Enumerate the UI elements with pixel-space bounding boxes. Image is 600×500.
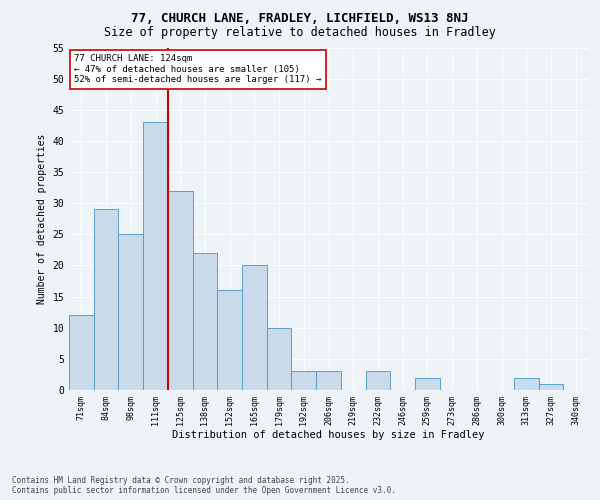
Bar	[168, 190, 193, 390]
Text: Size of property relative to detached houses in Fradley: Size of property relative to detached ho…	[104, 26, 496, 39]
Bar	[292, 372, 316, 390]
Bar	[242, 266, 267, 390]
Bar	[193, 253, 217, 390]
Bar	[514, 378, 539, 390]
X-axis label: Distribution of detached houses by size in Fradley: Distribution of detached houses by size …	[172, 430, 485, 440]
Bar	[94, 210, 118, 390]
Text: 77, CHURCH LANE, FRADLEY, LICHFIELD, WS13 8NJ: 77, CHURCH LANE, FRADLEY, LICHFIELD, WS1…	[131, 12, 469, 26]
Text: Contains HM Land Registry data © Crown copyright and database right 2025.
Contai: Contains HM Land Registry data © Crown c…	[12, 476, 396, 495]
Bar	[217, 290, 242, 390]
Bar	[316, 372, 341, 390]
Bar	[267, 328, 292, 390]
Bar	[415, 378, 440, 390]
Bar	[143, 122, 168, 390]
Bar	[365, 372, 390, 390]
Bar	[69, 316, 94, 390]
Y-axis label: Number of detached properties: Number of detached properties	[37, 134, 47, 304]
Text: 77 CHURCH LANE: 124sqm
← 47% of detached houses are smaller (105)
52% of semi-de: 77 CHURCH LANE: 124sqm ← 47% of detached…	[74, 54, 322, 84]
Bar	[118, 234, 143, 390]
Bar	[539, 384, 563, 390]
